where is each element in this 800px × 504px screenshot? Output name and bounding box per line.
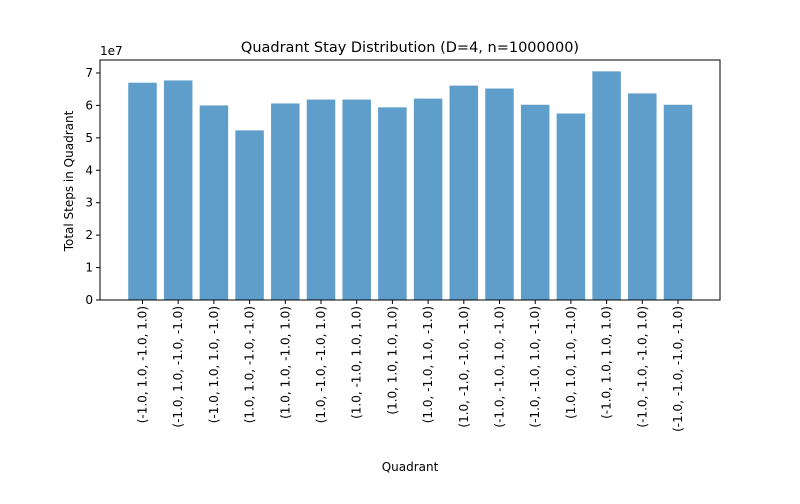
x-tick-label: (-1.0, 1.0, 1.0, -1.0) (207, 306, 221, 423)
bars-group (128, 71, 693, 301)
bar (163, 80, 193, 301)
x-tick-label: (1.0, -1.0, -1.0, 1.0) (314, 306, 328, 423)
x-axis-label: Quadrant (382, 460, 439, 474)
bar (413, 98, 443, 300)
x-tick-label: (1.0, 1.0, 1.0, -1.0) (564, 306, 578, 419)
x-tick-label: (1.0, -1.0, 1.0, -1.0) (421, 306, 435, 423)
y-tick-label: 5 (85, 131, 93, 145)
y-axis-label: Total Steps in Quadrant (62, 110, 76, 252)
y-tick-label: 0 (85, 293, 93, 307)
bar (342, 99, 371, 300)
x-tick-label: (-1.0, 1.0, 1.0, 1.0) (600, 306, 614, 419)
x-tick-label: (-1.0, -1.0, -1.0, -1.0) (671, 306, 685, 432)
y-tick-label: 1 (85, 261, 93, 275)
x-tick-label: (1.0, -1.0, 1.0, 1.0) (350, 306, 364, 419)
x-tick-label: (1.0, 1.0, -1.0, 1.0) (278, 306, 292, 419)
x-tick-label: (-1.0, 1.0, -1.0, -1.0) (171, 306, 185, 428)
chart-title: Quadrant Stay Distribution (D=4, n=10000… (241, 40, 579, 56)
bar (628, 93, 657, 300)
x-tick-label: (-1.0, -1.0, -1.0, 1.0) (635, 306, 649, 428)
bar (449, 85, 479, 301)
y-tick-label: 7 (85, 66, 93, 80)
bar (663, 104, 693, 300)
plot-frame (99, 59, 721, 301)
x-tick-label: (-1.0, -1.0, 1.0, -1.0) (493, 306, 507, 428)
x-ticks-group: (-1.0, 1.0, -1.0, 1.0) (-1.0, 1.0, -1.0, … (136, 300, 685, 432)
bar (592, 71, 621, 300)
y-tick-label: 4 (85, 163, 93, 177)
bar (306, 99, 336, 300)
x-tick-label: (1.0, -1.0, -1.0, -1.0) (457, 306, 471, 428)
bar (556, 113, 586, 300)
bar (520, 104, 550, 300)
y-scale-label: 1e7 (100, 44, 123, 58)
y-tick-label: 3 (85, 196, 93, 210)
y-tick-label: 2 (85, 228, 93, 242)
x-tick-label: (1.0, 1.0, -1.0, -1.0) (243, 306, 257, 423)
bar (128, 82, 157, 300)
y-ticks-group: 0 1 2 3 4 5 6 7 (85, 66, 100, 307)
bar (485, 88, 514, 300)
bar (378, 107, 407, 300)
bar (271, 103, 300, 301)
bar (199, 105, 229, 300)
x-tick-label: (-1.0, 1.0, -1.0, 1.0) (136, 306, 150, 423)
bar (235, 130, 264, 300)
x-tick-label: (1.0, 1.0, 1.0, 1.0) (385, 306, 399, 415)
x-tick-label: (-1.0, -1.0, 1.0, -1.0) (528, 306, 542, 428)
y-tick-label: 6 (85, 98, 93, 112)
